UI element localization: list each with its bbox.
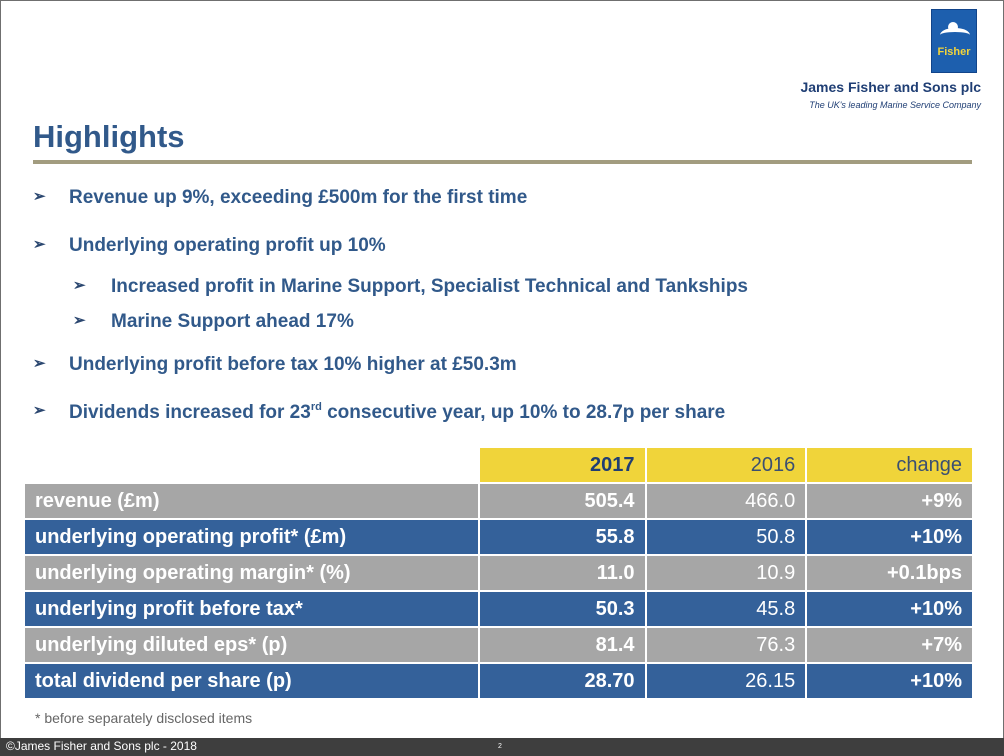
footnote: * before separately disclosed items: [35, 710, 253, 726]
row-label: revenue (£m): [23, 482, 480, 520]
company-tagline: The UK's leading Marine Service Company: [809, 100, 981, 110]
value-change: +10%: [805, 662, 974, 700]
table-row: underlying operating margin* (%) 11.0 10…: [23, 554, 974, 592]
copyright-text: ©James Fisher and Sons plc - 2018: [6, 739, 197, 753]
row-label: underlying operating margin* (%): [23, 554, 480, 592]
table-header-row: 2017 2016 change: [23, 446, 974, 484]
bird-wing-icon: [940, 28, 970, 42]
bird-icon: [948, 22, 958, 32]
bullet-text: Revenue up 9%, exceeding £500m for the f…: [69, 187, 528, 208]
ordinal-suffix: rd: [310, 401, 322, 413]
arrow-bullet-icon: ➢: [73, 312, 86, 329]
page-number: 2: [498, 743, 502, 750]
row-label: underlying profit before tax*: [23, 590, 480, 628]
value-2016: 10.9: [644, 554, 808, 592]
arrow-bullet-icon: ➢: [33, 188, 46, 205]
value-change: +10%: [805, 518, 974, 556]
value-2016: 76.3: [644, 626, 808, 664]
value-2016: 45.8: [644, 590, 808, 628]
table-row: underlying profit before tax* 50.3 45.8 …: [23, 590, 974, 628]
value-2017: 55.8: [477, 518, 647, 556]
arrow-bullet-icon: ➢: [33, 236, 46, 253]
value-2017: 11.0: [477, 554, 647, 592]
bullet-text: Dividends increased for 23rd consecutive…: [69, 401, 725, 424]
value-change: +0.1bps: [805, 554, 974, 592]
value-2016: 26.15: [644, 662, 808, 700]
page-title: Highlights: [33, 119, 185, 154]
company-name: James Fisher and Sons plc: [800, 79, 981, 95]
bullet-revenue: ➢ Revenue up 9%, exceeding £500m for the…: [33, 187, 933, 211]
table-row: revenue (£m) 505.4 466.0 +9%: [23, 482, 974, 520]
bullet-dividends: ➢ Dividends increased for 23rd consecuti…: [33, 401, 933, 425]
value-2017: 50.3: [477, 590, 647, 628]
value-2016: 466.0: [644, 482, 808, 520]
highlights-table: 2017 2016 change revenue (£m) 505.4 466.…: [23, 446, 974, 700]
value-2017: 28.70: [477, 662, 647, 700]
footer-bar: ©James Fisher and Sons plc - 2018 2: [0, 738, 1004, 756]
header-2017: 2017: [477, 446, 647, 484]
arrow-bullet-icon: ➢: [33, 355, 46, 372]
table-row: underlying operating profit* (£m) 55.8 5…: [23, 518, 974, 556]
bullet-text-part: Dividends increased for 23: [69, 402, 311, 423]
sub-bullet-increased-profit: ➢ Increased profit in Marine Support, Sp…: [73, 276, 953, 300]
row-label: underlying diluted eps* (p): [23, 626, 480, 664]
value-2017: 505.4: [477, 482, 647, 520]
value-2016: 50.8: [644, 518, 808, 556]
logo-word: Fisher: [937, 46, 971, 58]
value-change: +9%: [805, 482, 974, 520]
row-label: underlying operating profit* (£m): [23, 518, 480, 556]
header-change: change: [805, 446, 974, 484]
bullet-text: Underlying operating profit up 10%: [69, 235, 386, 256]
bullet-text: Increased profit in Marine Support, Spec…: [111, 276, 748, 297]
table-row: underlying diluted eps* (p) 81.4 76.3 +7…: [23, 626, 974, 664]
header-blank-cell: [23, 446, 480, 484]
fisher-logo: Fisher: [931, 9, 977, 73]
bullet-profit-before-tax: ➢ Underlying profit before tax 10% highe…: [33, 354, 933, 378]
bullet-text-part: consecutive year, up 10% to 28.7p per sh…: [321, 402, 726, 423]
bullet-text: Marine Support ahead 17%: [111, 311, 354, 332]
bullet-text: Underlying profit before tax 10% higher …: [69, 354, 517, 375]
row-label: total dividend per share (p): [23, 662, 480, 700]
value-change: +10%: [805, 590, 974, 628]
bullet-operating-profit: ➢ Underlying operating profit up 10%: [33, 235, 933, 259]
table-row: total dividend per share (p) 28.70 26.15…: [23, 662, 974, 700]
value-change: +7%: [805, 626, 974, 664]
title-divider: [33, 160, 972, 164]
arrow-bullet-icon: ➢: [33, 402, 46, 419]
sub-bullet-marine-support: ➢ Marine Support ahead 17%: [73, 311, 953, 335]
header-2016: 2016: [644, 446, 808, 484]
value-2017: 81.4: [477, 626, 647, 664]
arrow-bullet-icon: ➢: [73, 277, 86, 294]
